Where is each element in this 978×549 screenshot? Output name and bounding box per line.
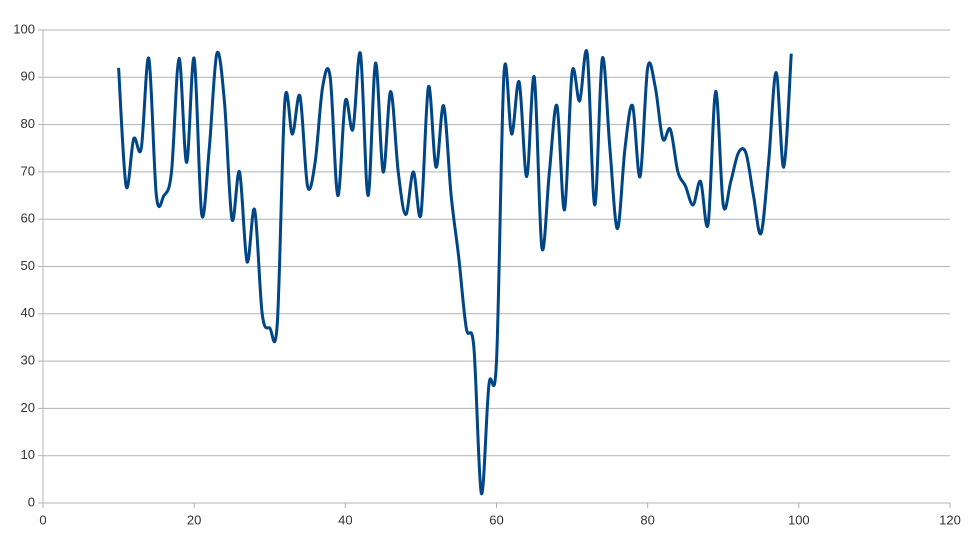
y-tick-label: 60 — [21, 211, 35, 226]
y-tick-label: 10 — [21, 447, 35, 462]
x-tick-label: 40 — [338, 512, 352, 527]
y-tick-label: 30 — [21, 353, 35, 368]
y-tick-label: 50 — [21, 258, 35, 273]
y-tick-label: 70 — [21, 163, 35, 178]
y-tick-label: 0 — [28, 494, 35, 509]
y-tick-label: 80 — [21, 116, 35, 131]
x-tick-label: 100 — [788, 512, 810, 527]
y-tick-label: 20 — [21, 400, 35, 415]
x-tick-label: 120 — [939, 512, 961, 527]
x-tick-label: 0 — [39, 512, 46, 527]
y-tick-label: 100 — [13, 21, 35, 36]
x-tick-label: 80 — [640, 512, 654, 527]
data-line — [117, 49, 793, 496]
y-tick-label: 40 — [21, 305, 35, 320]
x-tick-label: 60 — [489, 512, 503, 527]
y-tick-label: 90 — [21, 69, 35, 84]
x-tick-label: 20 — [187, 512, 201, 527]
